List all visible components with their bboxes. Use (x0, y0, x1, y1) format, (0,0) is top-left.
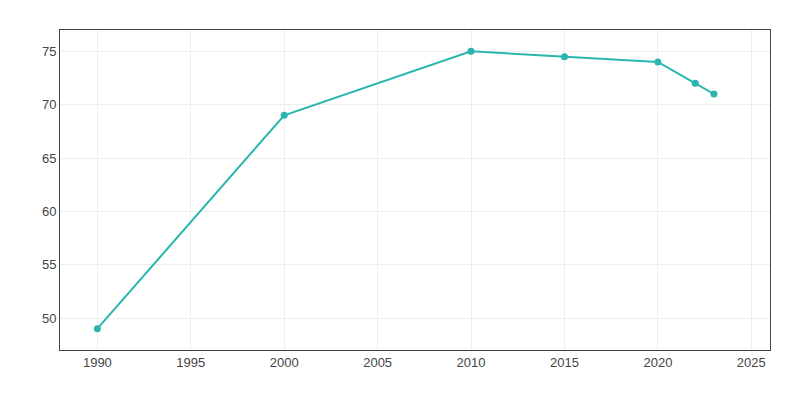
svg-text:75: 75 (42, 44, 56, 59)
svg-text:2015: 2015 (550, 355, 579, 370)
svg-text:65: 65 (42, 151, 56, 166)
svg-text:70: 70 (42, 97, 56, 112)
svg-text:60: 60 (42, 204, 56, 219)
svg-text:55: 55 (42, 257, 56, 272)
svg-text:2000: 2000 (270, 355, 299, 370)
svg-text:2025: 2025 (737, 355, 766, 370)
svg-text:2005: 2005 (363, 355, 392, 370)
svg-text:1995: 1995 (176, 355, 205, 370)
svg-text:2020: 2020 (643, 355, 672, 370)
svg-text:2010: 2010 (457, 355, 486, 370)
svg-text:1990: 1990 (83, 355, 112, 370)
svg-text:50: 50 (42, 311, 56, 326)
